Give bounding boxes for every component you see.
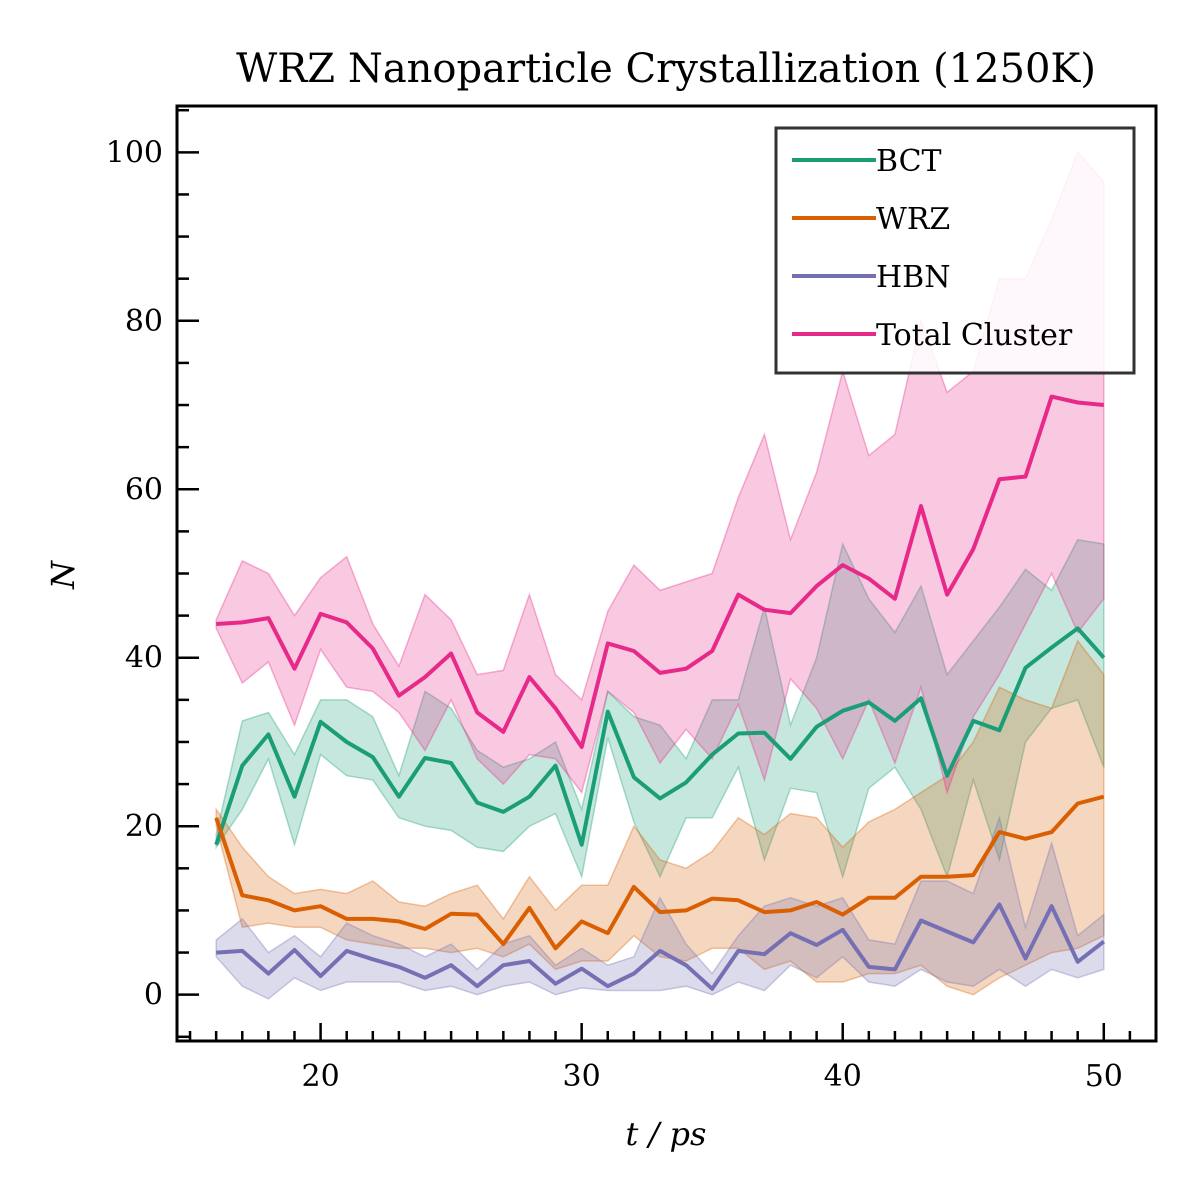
legend-label-bct: BCT: [876, 144, 942, 179]
band-wrz: [215, 639, 1105, 996]
y-tick-label: 100: [106, 135, 163, 170]
line-bct: [214, 626, 1106, 847]
line-hbn: [216, 902, 1106, 991]
line-wrz: [214, 794, 1105, 951]
legend-label-total-cluster: Total Cluster: [876, 318, 1073, 353]
axes: 20 30 40 50 0 20 40 60 80 100: [106, 104, 1158, 1094]
x-tick-label: 40: [824, 1059, 862, 1094]
band-total-cluster: [215, 150, 1105, 796]
y-tick-label: 80: [125, 304, 163, 339]
x-axis-label-text: t / ps: [626, 1115, 707, 1153]
x-tick-label: 30: [563, 1059, 601, 1094]
x-tick-label: 50: [1085, 1059, 1123, 1094]
legend-label-wrz: WRZ: [876, 202, 950, 237]
chart-title: WRZ Nanoparticle Crystallization (1250K): [236, 46, 1096, 92]
legend: BCT WRZ HBN Total Cluster: [774, 126, 1136, 375]
error-bands: [215, 150, 1105, 1000]
legend-label-hbn: HBN: [876, 260, 950, 295]
y-tick-label: 0: [144, 978, 163, 1013]
y-tick-label: 60: [125, 472, 163, 507]
x-axis-label: t / ps: [626, 1115, 707, 1153]
x-tick-label: 20: [301, 1059, 339, 1094]
line-total-cluster: [216, 394, 1104, 749]
series-lines: [214, 394, 1106, 991]
band-bct: [215, 538, 1105, 880]
band-hbn: [215, 815, 1105, 1000]
y-tick-label: 40: [125, 641, 163, 676]
y-tick-label: 20: [125, 809, 163, 844]
y-axis-label: N: [44, 560, 82, 590]
